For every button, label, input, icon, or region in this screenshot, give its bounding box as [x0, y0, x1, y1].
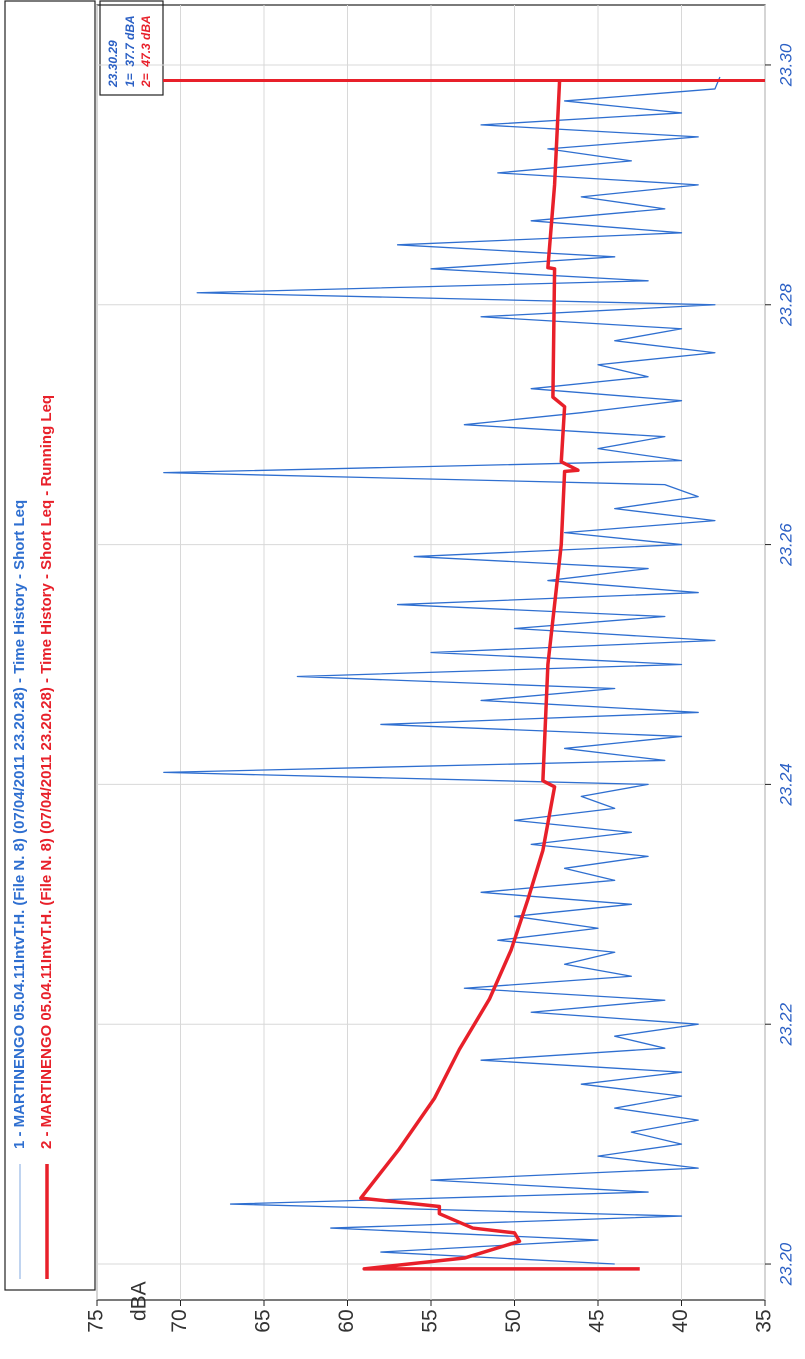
y-tick-label: 45 [586, 1309, 609, 1332]
legend-label: 1 - MARTINENGO 05.04.11IntvT.H. (File N.… [11, 500, 28, 1149]
cursor-label: 23.30.29 [106, 40, 120, 88]
y-tick-label: 65 [252, 1309, 275, 1332]
series-line [163, 76, 721, 1265]
x-tick-label: 23.26 [776, 523, 795, 567]
x-tick-label: 23.24 [776, 763, 795, 807]
y-axis-label: dBA [128, 1281, 151, 1321]
cursor-box [99, 0, 164, 96]
cursor-reading: 2= 47.3 dBA [139, 15, 153, 88]
x-tick-label: 23.20 [776, 1242, 795, 1286]
cursor-reading: 1= 37.7 dBA [123, 15, 137, 87]
y-tick-label: 50 [502, 1309, 525, 1332]
x-tick-label: 23.30 [776, 43, 795, 87]
legend-box [4, 0, 96, 1291]
legend-label: 2 - MARTINENGO 05.04.11IntvT.H. (File N.… [38, 395, 55, 1149]
x-tick-label: 23.22 [776, 1002, 795, 1046]
x-tick-label: 23.28 [776, 283, 795, 327]
rotated-frame: dBA 35 40 45 50 55 60 65 70 75 23.20 23.22 23.24 23.… [4, 0, 795, 1333]
y-tick-label: 55 [419, 1309, 442, 1332]
y-tick-label: 40 [669, 1309, 692, 1332]
y-tick-label: 75 [85, 1309, 108, 1332]
y-tick-label: 60 [335, 1309, 358, 1332]
y-tick-label: 70 [168, 1309, 191, 1332]
series-line [359, 80, 640, 1271]
y-tick-label: 35 [753, 1309, 776, 1332]
